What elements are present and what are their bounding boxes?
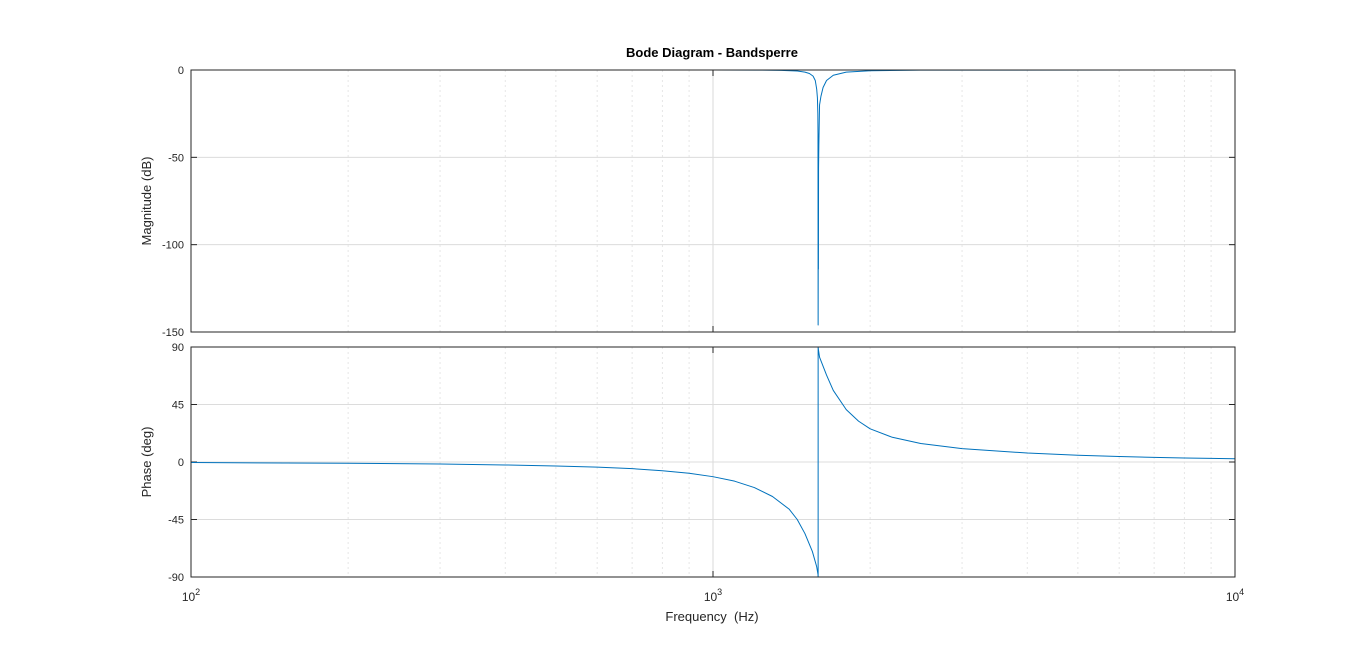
magnitude-axis-label: Magnitude (dB) xyxy=(139,157,154,246)
phase-axis-label: Phase (deg) xyxy=(139,427,154,498)
magnitude-ytick-label: 0 xyxy=(178,65,184,77)
magnitude-ytick-label: -100 xyxy=(162,240,184,252)
plot-panels: 0 -50 -100 -150 Magnitude (dB) 90 45 0 -45 -90 Pha… xyxy=(139,65,1236,584)
phase-ytick-label: -45 xyxy=(168,515,184,527)
phase-ytick-label: 90 xyxy=(172,342,184,354)
phase-ytick-label: -90 xyxy=(168,572,184,584)
phase-panel: 90 45 0 -45 -90 Phase (deg) xyxy=(139,342,1236,584)
magnitude-axes-frame xyxy=(190,69,1236,333)
chart-title: Bode Diagram - Bandsperre xyxy=(626,45,798,60)
magnitude-panel: 0 -50 -100 -150 Magnitude (dB) xyxy=(139,65,1236,339)
phase-axes-frame xyxy=(190,346,1236,578)
magnitude-ytick-label: -150 xyxy=(162,327,184,339)
x-tick-label: 103 xyxy=(704,587,722,604)
x-axis-label: Frequency (Hz) xyxy=(665,609,758,624)
phase-ytick-label: 0 xyxy=(178,457,184,469)
phase-ytick-label: 45 xyxy=(172,400,184,412)
magnitude-series-line xyxy=(191,69,1236,326)
x-tick-label: 102 xyxy=(182,587,200,604)
magnitude-ytick-label: -50 xyxy=(168,152,184,164)
x-tick-label: 104 xyxy=(1226,587,1244,604)
phase-series-line xyxy=(190,346,1236,578)
